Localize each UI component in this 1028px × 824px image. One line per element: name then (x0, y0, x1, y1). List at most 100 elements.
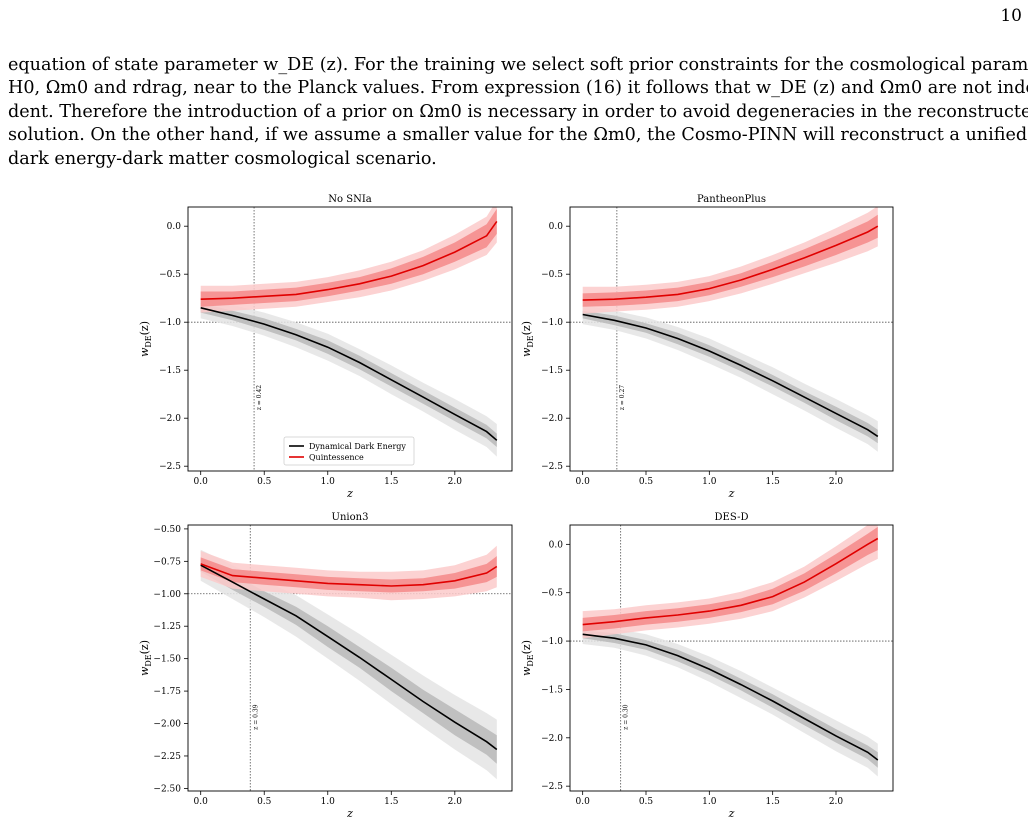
quintessence-band-2sigma (582, 207, 878, 314)
x-tick-label: 2.0 (829, 797, 844, 807)
chart-title: DES-D (715, 512, 749, 523)
y-tick-label: −1.5 (541, 685, 563, 695)
quintessence-series-line (582, 225, 879, 301)
x-tick-label: 1.5 (766, 477, 781, 487)
chart-title: Union3 (332, 512, 369, 523)
transition-redshift-label: z = 0.39 (252, 704, 259, 730)
y-tick-label: −1.25 (153, 622, 181, 632)
paragraph-line: equation of state parameter w_DE (z). Fo… (8, 55, 1028, 75)
x-tick-label: 1.0 (702, 797, 717, 807)
dde-series-line (200, 307, 498, 441)
y-tick-label: −1.00 (153, 590, 181, 600)
x-tick-label: 1.0 (321, 797, 336, 807)
quintessence-band-1sigma (200, 556, 497, 593)
paragraph-line: dent. Therefore the introduction of a pr… (8, 101, 1028, 122)
transition-redshift-label: z = 0.27 (619, 385, 626, 411)
quintessence-band-1sigma (582, 214, 878, 307)
x-axis-label: z (346, 807, 353, 820)
y-tick-label: −2.0 (159, 414, 181, 424)
y-tick-label: −0.75 (153, 557, 181, 567)
chart-title: No SNIa (328, 194, 372, 205)
dde-band-2sigma (582, 304, 878, 452)
quintessence-band-1sigma (200, 208, 497, 307)
x-tick-label: 2.0 (448, 477, 463, 487)
y-tick-label: −1.5 (541, 366, 563, 376)
legend-entry: Dynamical Dark Energy (309, 442, 406, 451)
paragraph-line: dark energy-dark matter cosmological sce… (8, 148, 437, 169)
transition-redshift-label: z = 0.30 (623, 704, 630, 730)
axes-frame (187, 206, 513, 472)
y-axis-label: wDE(z) (520, 640, 535, 676)
y-tick-label: 0.0 (167, 222, 182, 232)
x-tick-label: 0.0 (194, 477, 209, 487)
y-tick-label: −2.5 (541, 782, 563, 792)
y-tick-label: −0.5 (541, 270, 563, 280)
x-tick-label: 1.5 (384, 797, 399, 807)
chart-panel: z = 0.42 0.0 0.5 1.0 1.5 2.0 0.0 −0.5 −1.0 −1.5 −2… (138, 194, 513, 500)
x-axis-label: z (346, 487, 353, 500)
plot-area (188, 525, 512, 791)
x-tick-label: 0.5 (639, 797, 654, 807)
dde-band-2sigma (200, 297, 497, 457)
dde-series-line (582, 313, 879, 438)
x-tick-label: 2.0 (829, 477, 844, 487)
paragraph-line: solution. On the other hand, if we assum… (8, 125, 1028, 146)
y-tick-label: −0.5 (541, 589, 563, 599)
y-tick-label: −2.5 (159, 462, 181, 472)
chart-panel: z = 0.27 0.0 0.5 1.0 1.5 2.0 0.0 −0.5 −1.0 −1.5 −2… (520, 194, 894, 500)
y-tick-label: −2.25 (153, 752, 181, 762)
x-tick-label: 0.0 (194, 797, 209, 807)
x-tick-label: 0.0 (576, 797, 591, 807)
x-tick-label: 1.5 (766, 797, 781, 807)
quintessence-band-2sigma (582, 525, 878, 639)
dde-band-2sigma (582, 624, 878, 777)
dde-band-1sigma (200, 558, 497, 764)
y-tick-label: −1.0 (159, 318, 181, 328)
axes-frame (569, 524, 894, 792)
x-tick-label: 1.0 (702, 477, 717, 487)
y-tick-label: −2.0 (541, 734, 563, 744)
y-tick-label: −2.5 (541, 462, 563, 472)
x-tick-label: 0.5 (257, 477, 272, 487)
dde-series-line (200, 564, 498, 751)
x-tick-label: 1.5 (384, 477, 399, 487)
y-tick-label: −0.5 (159, 270, 181, 280)
quintessence-series-line (200, 220, 498, 300)
dde-band-1sigma (582, 310, 878, 444)
y-axis-label: wDE(z) (138, 321, 153, 357)
y-tick-label: 0.0 (549, 540, 564, 550)
y-tick-label: −1.50 (153, 655, 181, 665)
axes-frame (569, 206, 894, 472)
y-tick-label: −1.5 (159, 366, 181, 376)
x-axis-label: z (728, 807, 735, 820)
chart-panel: z = 0.30 0.0 0.5 1.0 1.5 2.0 0.0 −0.5 −1.0 −1.5 −2… (520, 512, 894, 820)
y-tick-label: −2.50 (153, 784, 181, 794)
x-tick-label: 0.5 (639, 477, 654, 487)
x-tick-label: 0.5 (257, 797, 272, 807)
plot-area (570, 525, 893, 791)
y-tick-label: 0.0 (549, 222, 564, 232)
quintessence-band-1sigma (582, 526, 878, 632)
y-axis-label: wDE(z) (138, 640, 153, 676)
quintessence-series-line (582, 537, 879, 626)
x-tick-label: 0.0 (576, 477, 591, 487)
paragraph-line: H0, Ωm0 and rdrag, near to the Planck va… (8, 78, 1028, 99)
chart-title: PantheonPlus (697, 194, 766, 205)
chart-panel: z = 0.39 0.0 0.5 1.0 1.5 2.0 −0.50 −0.75 −1.00 −1… (138, 512, 513, 820)
y-axis-label: wDE(z) (520, 321, 535, 357)
plot-area (570, 207, 893, 471)
plot-area (188, 207, 512, 471)
y-tick-label: −2.0 (541, 414, 563, 424)
x-tick-label: 1.0 (321, 477, 336, 487)
quintessence-band-2sigma (200, 207, 497, 313)
dde-series-line (582, 633, 879, 761)
body-paragraph: equation of state parameter w_DE (z). Fo… (8, 54, 1028, 171)
y-tick-label: −1.0 (541, 637, 563, 647)
x-tick-label: 2.0 (448, 797, 463, 807)
chart-legend: Dynamical Dark Energy Quintessence (283, 436, 415, 466)
y-tick-label: −1.0 (541, 318, 563, 328)
axes-frame (187, 524, 513, 792)
legend-entry: Quintessence (309, 453, 364, 462)
page-number: 10 (1000, 6, 1022, 26)
